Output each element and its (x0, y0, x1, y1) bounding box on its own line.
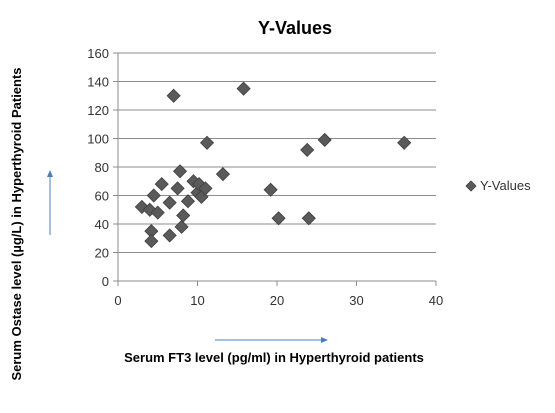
data-point (154, 177, 169, 192)
data-point (199, 135, 215, 150)
y-tick-label: 160 (87, 46, 109, 61)
data-point (150, 205, 165, 220)
data-point (174, 219, 189, 234)
x-tick-label: 20 (270, 293, 284, 308)
data-point (180, 194, 196, 209)
y-tick-label: 60 (95, 189, 109, 204)
x-axis-arrow-icon (215, 337, 328, 343)
y-tick-label: 80 (95, 160, 109, 175)
legend: Y-Values (465, 178, 531, 193)
legend-label: Y-Values (480, 178, 531, 193)
y-tick-label: 40 (95, 217, 109, 232)
x-tick-label: 30 (349, 293, 363, 308)
y-tick-label: 20 (95, 246, 109, 261)
data-point (263, 182, 278, 197)
axes (113, 52, 437, 286)
x-tick-label: 0 (114, 293, 121, 308)
data-point (300, 142, 315, 157)
x-tick-label: 10 (190, 293, 204, 308)
data-points (134, 81, 412, 249)
x-tick-label: 40 (429, 293, 443, 308)
y-axis-arrow-icon (47, 170, 53, 235)
x-tick-labels: 0 10 20 30 40 (114, 293, 443, 308)
y-tick-label: 0 (102, 274, 109, 289)
data-point (236, 81, 251, 96)
data-point (146, 188, 161, 203)
data-point (172, 164, 188, 179)
data-point (144, 234, 159, 249)
legend-marker-icon (465, 180, 477, 192)
data-point (271, 211, 286, 226)
data-point (301, 211, 316, 226)
data-point (397, 135, 412, 150)
data-point (162, 195, 177, 210)
y-tick-label: 120 (87, 103, 109, 118)
data-point (166, 88, 181, 103)
y-axis-label: Serum Ostase level (µg/L) in Hyperthyroi… (9, 67, 24, 380)
y-tick-labels: 0 20 40 60 80 100 120 140 160 (87, 46, 109, 289)
data-point (317, 132, 332, 147)
data-point (162, 228, 177, 243)
gridlines (118, 52, 436, 253)
chart-title: Y-Values (258, 18, 332, 38)
y-tick-label: 140 (87, 75, 109, 90)
data-point (215, 167, 231, 182)
x-axis-label: Serum FT3 level (pg/ml) in Hyperthyroid … (124, 350, 424, 365)
data-point (176, 208, 191, 223)
y-tick-label: 100 (87, 132, 109, 147)
data-point (170, 181, 185, 196)
data-point (198, 181, 213, 196)
